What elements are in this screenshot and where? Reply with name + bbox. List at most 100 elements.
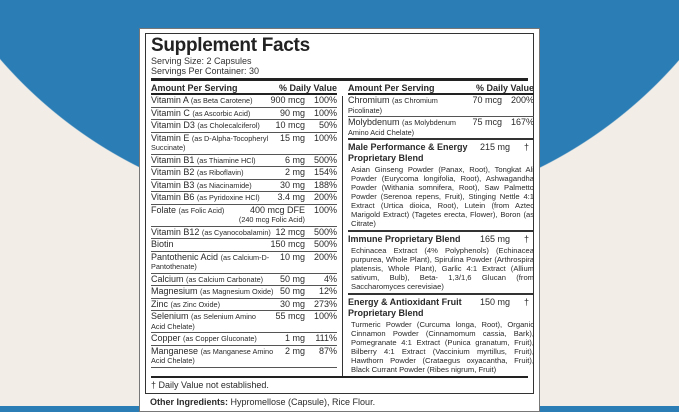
blend-header: Energy & Antioxidant Fruit Proprietary B… [348,297,534,319]
facts-box: Supplement Facts Serving Size: 2 Capsule… [145,33,534,394]
nutrient-amount: 30 mg [279,179,305,190]
nutrient-row: Vitamin B3 (as Niacinamide) 30 mg 188% [151,179,337,192]
nutrient-name: Vitamin B12 (as Cyanocobalamin) [151,227,271,238]
proprietary-blend: Male Performance & Energy Proprietary Bl… [348,140,534,232]
nutrient-source: (as Calcium Carbonate) [186,274,264,284]
nutrient-amount-cell: 400 mcg DFE (240 mcg Folic Acid) [239,204,305,225]
nutrient-source: (as Molybdenum Amino Acid Chelate) [348,118,456,137]
nutrient-amount: 10 mg [279,251,305,262]
nutrient-name: Vitamin C (as Ascorbic Acid) [151,108,276,119]
nutrient-amount-cell: 30 mg [279,179,305,191]
nutrient-source: (as Folic Acid) [178,205,225,215]
nutrient-source: (as Cyanocobalamin) [201,227,271,237]
blend-dv: † [524,234,530,244]
nutrient-dv: 4% [323,273,337,284]
left-column: Amount Per Serving % Daily Value Vitamin … [151,81,337,376]
nutrient-source: (as Thiamine HCl) [196,155,256,165]
nutrient-name: Vitamin B1 (as Thiamine HCl) [151,154,281,166]
nutrient-dv: 111% [315,333,337,343]
nutrient-name: Vitamin D3 (as Cholecalciferol) [151,120,271,131]
footnote: † Daily Value not established. [151,376,528,391]
nutrient-amount-cell: 150 mcg [270,239,305,250]
blend-header: Male Performance & Energy Proprietary Bl… [348,142,534,164]
nutrient-source: (as Zinc Oxide) [170,299,220,309]
blend-name: Male Performance & Energy Proprietary Bl… [348,142,468,163]
nutrient-amount: 6 mg [284,154,305,165]
nutrient-amount: 10 mcg [275,120,305,130]
nutrient-row: Molybdenum (as Molybdenum Amino Acid Che… [348,117,534,140]
nutrient-dv: 100% [313,204,337,215]
nutrient-label: Zinc [151,298,169,309]
nutrient-row: Copper (as Copper Gluconate) 1 mg 111% [151,333,337,346]
nutrient-row: Vitamin B1 (as Thiamine HCl) 6 mg 500% [151,154,337,167]
column-divider [342,96,343,376]
nutrient-dv: 188% [313,179,337,190]
nutrient-amount-cell: 3.4 mg [277,192,305,203]
nutrient-source: (as Chromium Picolinate) [348,96,438,115]
blend-ingredients: Turmeric Powder (Curcuma longa, Root), O… [351,320,534,374]
nutrient-label: Vitamin B2 [151,167,195,177]
proprietary-blend: Energy & Antioxidant Fruit Proprietary B… [348,295,534,376]
nutrient-amount-cell: 75 mcg [472,117,502,137]
nutrient-amount: 2 mg [284,345,305,356]
nutrient-name: Molybdenum (as Molybdenum Amino Acid Che… [348,117,468,137]
nutrient-amount-cell: 90 mg [280,108,305,119]
blend-dv: † [524,297,530,307]
nutrient-amount: 400 mcg DFE [249,204,305,215]
nutrient-source: (as Niacinamide) [196,180,252,190]
nutrient-label: Vitamin B6 [151,192,195,202]
nutrient-label: Pantothenic Acid [151,251,219,262]
blend-ingredients: Echinacea Extract (4% Polyphenols) (Echi… [351,246,534,291]
nutrient-row: Folate (as Folic Acid) 400 mcg DFE (240 m… [151,205,337,227]
nutrient-label: Copper [151,333,181,343]
nutrient-source: (as Selenium Amino Acid Chelate) [151,312,256,331]
nutrient-label: Calcium [151,273,184,284]
nutrient-dv: 50% [318,120,337,130]
amount-header: Amount Per Serving [151,83,238,93]
nutrient-amount-cell: 1 mg [284,333,305,344]
nutrient-dv: 500% [313,239,337,249]
nutrient-source: (as Ascorbic Acid) [192,108,251,118]
nutrient-dv: 167% [510,117,534,127]
nutrient-row: Pantothenic Acid (as Calcium-D-Pantothen… [151,252,337,274]
nutrient-label: Molybdenum [348,117,400,127]
nutrient-dv: 100% [313,132,337,143]
nutrient-amount-cell: 15 mg [280,133,305,153]
nutrient-label: Vitamin B1 [151,154,195,165]
nutrient-amount: 70 mcg [472,95,502,105]
nutrient-amount: 150 mcg [270,239,305,249]
nutrient-name: Chromium (as Chromium Picolinate) [348,95,468,115]
nutrient-amount-cell: 10 mg [279,251,305,272]
supplement-facts-panel: Supplement Facts Serving Size: 2 Capsule… [139,28,540,412]
serving-size: Serving Size: 2 Capsules [151,56,252,66]
nutrient-source: (as Pyridoxine HCl) [196,193,260,202]
dv-header: % Daily Value [278,83,337,93]
blend-ingredients: Asian Ginseng Powder (Panax, Root), Tong… [351,165,534,228]
nutrient-source: (as Copper Gluconate) [183,334,257,343]
nutrient-row: Vitamin E (as D-Alpha-Tocopheryl Succina… [151,133,337,155]
nutrient-name: Manganese (as Manganese Amino Acid Chela… [151,346,281,366]
nutrient-source: (as Cholecalciferol) [197,121,260,130]
amount-header: Amount Per Serving [348,83,435,93]
nutrient-amount: 1 mg [284,333,305,343]
nutrient-label: Vitamin B3 [151,179,195,190]
nutrient-dv: 100% [313,311,337,321]
nutrient-amount-cell: 50 mg [280,274,305,285]
right-column: Amount Per Serving % Daily Value Chromium… [348,81,534,376]
nutrient-row: Vitamin B6 (as Pyridoxine HCl) 3.4 mg 20… [151,192,337,205]
columns: Amount Per Serving % Daily Value Vitamin … [151,81,534,376]
nutrient-amount: 3.4 mg [277,192,305,202]
nutrient-row: Vitamin B2 (as Riboflavin) 2 mg 154% [151,167,337,180]
nutrient-row: Manganese (as Manganese Amino Acid Chela… [151,346,337,368]
nutrient-dv: 200% [510,95,534,105]
nutrient-source: (as Beta Carotene) [190,96,253,105]
nutrient-dv: 200% [313,192,337,202]
nutrient-dv: 100% [313,107,337,118]
blend-header: Immune Proprietary Blend 165 mg † [348,234,534,245]
other-ingredients-label: Other Ingredients: [150,397,229,407]
dv-header: % Daily Value [475,83,534,93]
nutrient-name: Zinc (as Zinc Oxide) [151,298,276,310]
nutrient-name: Vitamin A (as Beta Carotene) [151,95,266,106]
nutrient-amount-cell: 2 mg [285,167,305,178]
servings-per-container: Servings Per Container: 30 [151,66,260,76]
